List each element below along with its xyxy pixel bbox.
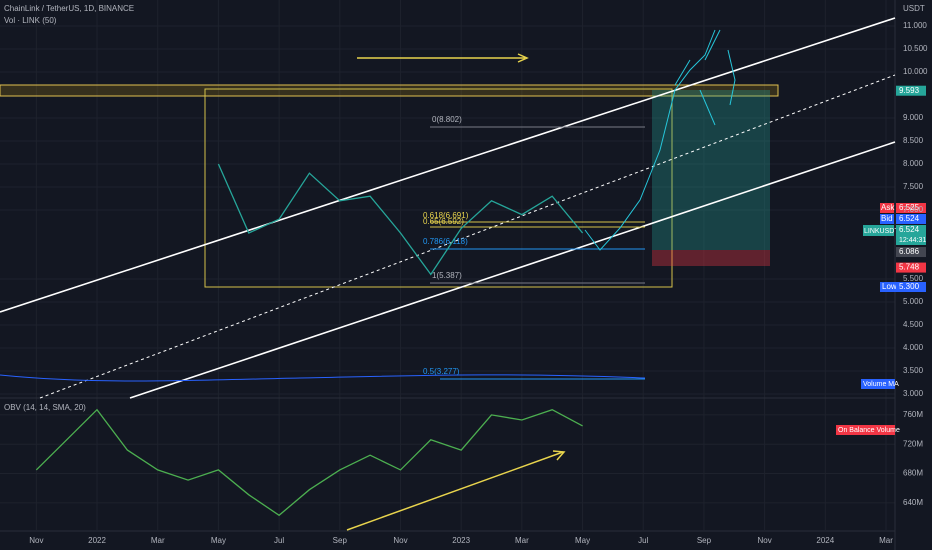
fib-label: 0.5(3.277) <box>423 367 460 376</box>
ask-price: 6.525 <box>899 203 920 212</box>
price-line <box>217 163 584 276</box>
last-price-tag <box>896 225 926 245</box>
arrow-head <box>517 53 529 63</box>
x-tick-label: Mar <box>151 536 165 545</box>
x-tick-label: Mar <box>515 536 529 545</box>
x-tick-label: Nov <box>29 536 43 545</box>
price-line <box>35 408 583 517</box>
y-tick-label: 760M <box>903 410 923 419</box>
range-box <box>204 88 673 288</box>
target-zone <box>652 90 770 250</box>
x-tick-label: Jul <box>274 536 284 545</box>
obv-tag <box>836 425 895 435</box>
y-tick-label: 8.000 <box>903 159 924 168</box>
obv-label: On Balance Volume <box>838 427 900 434</box>
last-price: 6.524 <box>899 225 920 234</box>
y-tick-label: 9.000 <box>903 113 924 122</box>
y-tick-label: 680M <box>903 469 923 478</box>
x-tick-label: Mar <box>879 536 893 545</box>
projection-arrows <box>674 29 736 126</box>
fib-label: 0.786(6.118) <box>423 237 468 246</box>
x-tick-label: 2023 <box>452 536 470 545</box>
bid-price: 6.524 <box>899 214 920 223</box>
price-tag <box>896 262 926 273</box>
ask-label: Ask <box>881 203 895 212</box>
x-tick-label: Sep <box>333 536 348 545</box>
x-tick-label: May <box>211 536 226 545</box>
countdown: 12:44:31 <box>899 237 926 244</box>
price-tag-label: 9.593 <box>899 86 920 95</box>
y-tick-label: 8.500 <box>903 136 924 145</box>
channel-lower <box>129 141 896 399</box>
bid-tag <box>880 214 894 224</box>
y-tick-label: 5.000 <box>903 297 924 306</box>
x-tick-label: May <box>575 536 590 545</box>
volume-tag <box>861 379 895 389</box>
subtitle: Vol · LINK (50) <box>4 16 57 25</box>
y-tick-label: 3.000 <box>903 389 924 398</box>
low-price-tag <box>896 282 926 292</box>
projection-path <box>584 29 716 251</box>
obv-title: OBV (14, 14, SMA, 20) <box>4 403 86 412</box>
low-price: 5.300 <box>899 282 920 291</box>
chart-title: ChainLink / TetherUS, 1D, BINANCE <box>4 4 134 13</box>
channel-upper <box>0 17 896 313</box>
y-tick-label: 7.000 <box>903 205 924 214</box>
price-tag <box>896 247 926 258</box>
low-label: Low <box>882 282 897 291</box>
arrow-head <box>552 450 566 461</box>
bid-price-tag <box>896 214 926 224</box>
x-tick-label: Nov <box>758 536 772 545</box>
price-tag-label: 6.086 <box>899 247 920 256</box>
y-tick-label: 4.500 <box>903 320 924 329</box>
y-tick-label: 4.000 <box>903 343 924 352</box>
y-tick-label: 640M <box>903 498 923 507</box>
x-tick-label: Sep <box>697 536 712 545</box>
symbol: LINKUSDT <box>864 228 899 235</box>
volume-ma <box>0 374 646 382</box>
low-tag <box>880 282 896 292</box>
price-tag-label: 5.748 <box>899 263 920 272</box>
channel-mid <box>39 74 896 399</box>
y-tick-label: 5.500 <box>903 274 924 283</box>
y-tick-label: 10.500 <box>903 44 928 53</box>
y-tick-label: 11.000 <box>903 21 927 30</box>
x-tick-label: 2024 <box>816 536 834 545</box>
arrow-line <box>346 451 564 531</box>
fib-label: 0(8.802) <box>432 115 462 124</box>
y-tick-label: 7.500 <box>903 182 924 191</box>
y-tick-label: 3.500 <box>903 366 924 375</box>
bid-label: Bid <box>881 214 893 223</box>
volume-label: Volume MA <box>863 381 899 388</box>
fib-label: 1(5.387) <box>432 271 462 280</box>
axis-label: USDT <box>903 4 925 13</box>
fib-label: 0.618(6.691) <box>423 211 469 220</box>
x-tick-label: Nov <box>393 536 407 545</box>
stop-zone <box>652 250 770 266</box>
x-tick-label: 2022 <box>88 536 106 545</box>
symbol-tag <box>863 225 894 236</box>
x-tick-label: Jul <box>638 536 648 545</box>
fib-label: 0.65(6.592) <box>423 217 464 226</box>
ask-price-tag <box>896 203 926 213</box>
y-tick-label: 10.000 <box>903 67 928 76</box>
ask-tag <box>880 203 894 213</box>
y-tick-label: 720M <box>903 439 923 448</box>
price-tag <box>896 85 926 96</box>
resistance-band <box>0 84 779 97</box>
